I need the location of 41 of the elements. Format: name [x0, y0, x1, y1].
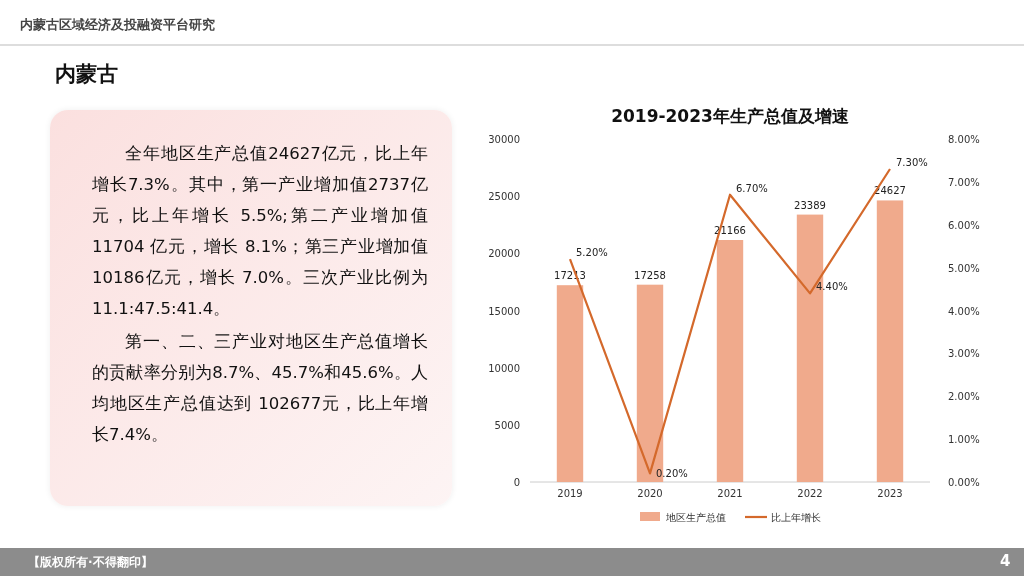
y2-tick-label: 8.00%	[948, 134, 980, 145]
data-label: 5.20%	[576, 247, 608, 259]
data-label: 7.30%	[896, 157, 928, 169]
y-tick-label: 20000	[488, 248, 520, 260]
y2-tick-label: 5.00%	[948, 262, 980, 274]
y2-tick-label: 3.00%	[948, 348, 980, 360]
x-tick-label: 2019	[557, 488, 583, 499]
y2-tick-label: 6.00%	[948, 219, 980, 231]
bar	[556, 285, 584, 482]
data-label: 24627	[874, 185, 906, 197]
legend-label: 地区生产总值	[665, 512, 726, 523]
data-label: 17258	[634, 269, 666, 281]
text: 全年地区生产总值24627亿元，比上年增长7.3%。其中，第一产业增加值2737亿元，比上年增长 5.5%;第二产业增加值11704 亿元，增长 8.1%；第三产业增加值10186亿元，增长 7.0%。三次产业比例为11.1:47.5:41.4。	[92, 143, 428, 320]
y-tick-label: 15000	[488, 305, 520, 317]
y-tick-label: 10000	[488, 362, 520, 374]
x-tick-label: 2022	[797, 488, 823, 499]
legend-label: 比上年增长	[771, 512, 821, 523]
y2-tick-label: 0.00%	[948, 477, 980, 488]
data-label: 6.70%	[736, 182, 768, 194]
x-tick-label: 2020	[637, 488, 663, 499]
text: 4	[1000, 552, 1011, 570]
data-label: 23389	[794, 199, 826, 211]
x-tick-label: 2021	[717, 488, 743, 499]
text: 【版权所有·不得翻印】	[28, 554, 153, 571]
y2-tick-label: 4.00%	[948, 305, 980, 317]
text: 内蒙古区域经济及投融资平台研究	[20, 16, 215, 34]
data-label: 4.40%	[816, 281, 848, 293]
text: 内蒙古	[55, 61, 118, 88]
y-tick-label: 5000	[494, 419, 520, 431]
bar	[876, 200, 904, 482]
bar	[716, 240, 744, 482]
text: 第一、二、三产业对地区生产总值增长的贡献率分别为8.7%、45.7%和45.6%。人均地区生产总值达到 102677元，比上年增长7.4%。	[92, 331, 428, 446]
data-label: 0.20%	[656, 468, 688, 480]
x-tick-label: 2023	[877, 488, 903, 499]
y-tick-label: 30000	[488, 134, 520, 145]
y-tick-label: 0	[513, 477, 520, 488]
y2-tick-label: 7.00%	[948, 176, 980, 188]
y2-tick-label: 1.00%	[948, 434, 980, 446]
chart-title: 2019-2023年生产总值及增速	[611, 106, 849, 126]
y2-tick-label: 2.00%	[948, 391, 980, 403]
y-tick-label: 25000	[488, 191, 520, 203]
